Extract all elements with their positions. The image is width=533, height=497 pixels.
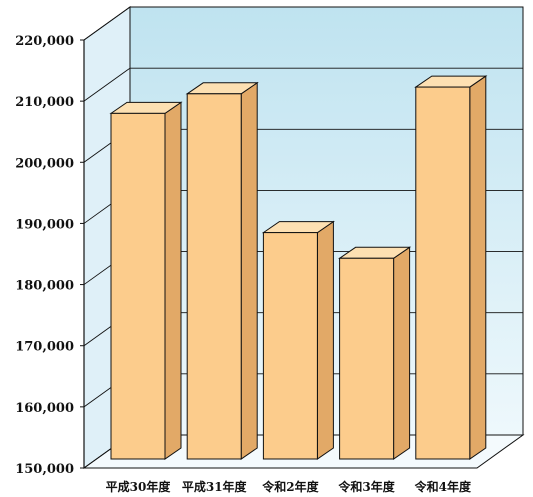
x-category-label: 平成30年度: [106, 479, 172, 494]
bar: [414, 75, 488, 460]
y-tick-label: 180,000: [15, 279, 74, 294]
bar-front: [186, 93, 242, 460]
axes: [80, 39, 85, 469]
bar: [185, 81, 259, 460]
y-tick-label: 160,000: [15, 401, 74, 416]
bar-side: [240, 81, 258, 460]
gridline: [83, 67, 523, 102]
x-category-label: 令和3年度: [337, 479, 395, 494]
bar-side: [469, 75, 487, 460]
bar-front: [110, 112, 166, 460]
bars: [109, 75, 488, 460]
y-tick-label: 170,000: [15, 340, 74, 355]
bar: [109, 101, 183, 460]
y-tick-label: 210,000: [15, 95, 74, 110]
x-category-label: 令和2年度: [261, 479, 319, 494]
bar: [337, 246, 412, 460]
bar: [261, 220, 336, 460]
bar-front: [339, 257, 395, 460]
bar-side: [316, 220, 334, 460]
bar-side: [164, 101, 182, 460]
gridline: [83, 6, 523, 41]
bar-front: [415, 86, 471, 460]
y-tick-label: 150,000: [15, 462, 74, 477]
y-tick-label: 200,000: [15, 156, 74, 171]
x-category-label: 平成31年度: [182, 479, 248, 494]
x-category-label: 令和4年度: [414, 479, 472, 494]
y-tick-label: 220,000: [15, 34, 74, 49]
x-axis-category-labels: 平成30年度 平成31年度 令和2年度 令和3年度 令和4年度: [106, 479, 472, 494]
bar-front: [262, 232, 318, 460]
bar-side: [393, 246, 411, 460]
y-axis-tick-labels: 150,000 160,000 170,000 180,000 190,000 200,0…: [15, 34, 74, 477]
y-tick-label: 190,000: [15, 217, 74, 232]
